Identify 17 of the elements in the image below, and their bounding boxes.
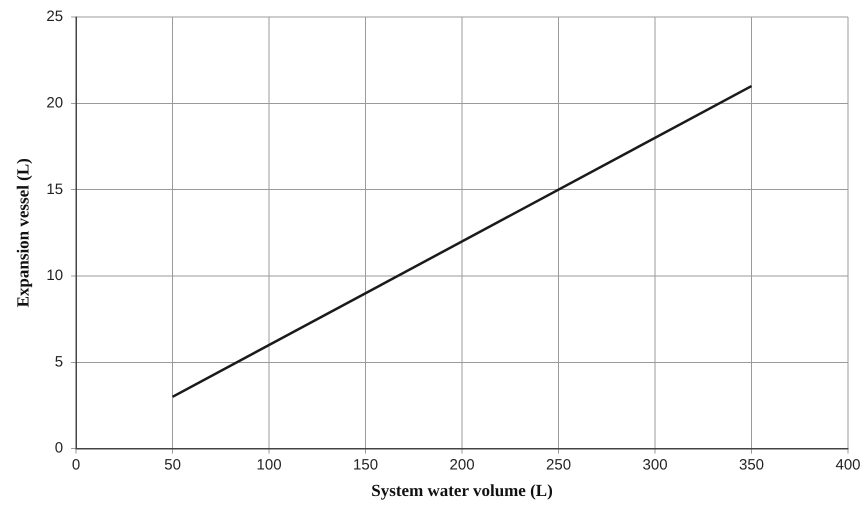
- y-tick-label: 20: [46, 94, 64, 112]
- y-tick-label: 5: [54, 353, 64, 370]
- x-tick-label: 150: [353, 456, 378, 474]
- x-tick-label: 200: [450, 456, 475, 474]
- x-tick-label: 300: [642, 456, 668, 474]
- x-tick-label: 250: [546, 456, 572, 474]
- y-tick-label: 15: [46, 180, 64, 198]
- x-tick-label: 50: [164, 456, 181, 474]
- y-tick-label: 10: [46, 267, 64, 284]
- x-tick-label: 350: [738, 456, 764, 474]
- x-tick-label: 0: [72, 456, 80, 474]
- y-axis-title: Expansion vessel (L): [14, 158, 33, 308]
- y-tick-label: 25: [46, 8, 64, 26]
- x-axis-title: System water volume (L): [371, 481, 553, 500]
- x-tick-label: 400: [835, 456, 861, 474]
- y-tick-label: 0: [54, 440, 64, 457]
- x-tick-label: 100: [256, 456, 282, 474]
